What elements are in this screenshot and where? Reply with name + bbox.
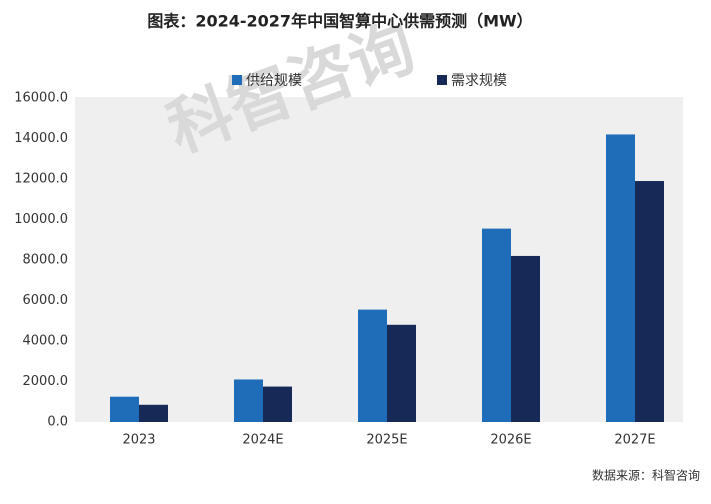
x-tick-label: 2024E: [242, 433, 283, 448]
bar: [387, 324, 416, 422]
bar: [263, 386, 292, 422]
bar: [635, 181, 664, 422]
legend-swatch: [232, 75, 242, 85]
bar: [511, 255, 540, 422]
bar: [234, 379, 263, 422]
y-tick-label: 10000.0: [14, 212, 68, 227]
x-tick-label: 2025E: [366, 433, 407, 448]
y-tick-label: 12000.0: [14, 172, 68, 187]
y-tick-label: 14000.0: [14, 131, 68, 146]
bar: [606, 134, 635, 422]
y-tick-label: 0.0: [47, 415, 68, 430]
bar: [110, 396, 139, 422]
x-tick-label: 2023: [122, 433, 155, 448]
y-tick-label: 4000.0: [23, 334, 69, 349]
y-tick-label: 16000.0: [14, 91, 68, 106]
bar: [358, 309, 387, 422]
source: 数据来源：科智咨询: [592, 468, 700, 483]
y-tick-label: 8000.0: [23, 253, 69, 268]
y-tick-label: 6000.0: [23, 293, 69, 308]
legend-label: 需求规模: [451, 73, 507, 89]
y-tick-label: 2000.0: [23, 374, 69, 389]
legend-label: 供给规模: [246, 73, 302, 89]
bar: [139, 404, 168, 422]
x-tick-label: 2026E: [490, 433, 531, 448]
x-tick-label: 2027E: [614, 433, 655, 448]
bar: [482, 228, 511, 422]
legend-swatch: [437, 75, 447, 85]
chart-title: 图表：2024-2027年中国智算中心供需预测（MW）: [147, 12, 532, 31]
